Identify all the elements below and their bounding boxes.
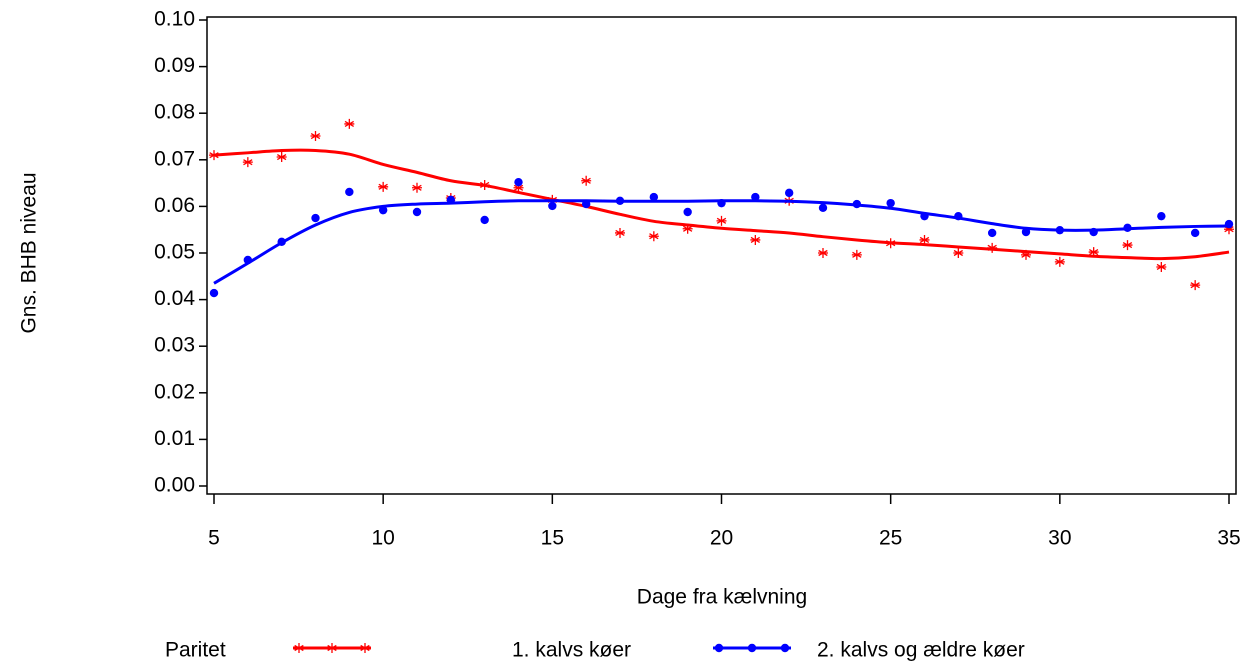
data-point [412,207,422,217]
data-point [615,196,625,206]
data-point [345,187,354,197]
data-point [885,238,896,249]
data-point [818,203,828,212]
data-point [276,152,287,163]
data-point [311,213,320,223]
data-point [1190,280,1201,291]
data-point [479,179,490,190]
fit-line [213,148,1230,261]
legend-marker [294,643,304,653]
data-point [717,198,726,208]
y-tick-label: 0.00 [154,474,195,497]
data-point [1021,249,1031,260]
data-point [615,227,625,238]
legend-label: 2. kalvs og ældre køer [817,639,1025,662]
data-point [513,182,524,193]
data-point [378,205,388,215]
data-point [344,118,355,129]
data-point [581,175,592,186]
data-point [1156,261,1167,272]
x-tick-label: 10 [371,527,394,550]
legend-marker [714,643,724,653]
y-tick-label: 0.02 [154,380,195,403]
data-point [1157,211,1166,221]
y-tick-label: 0.07 [154,147,195,170]
data-point [920,211,929,221]
data-point [919,234,930,245]
y-tick-label: 0.01 [154,427,195,450]
data-point [750,234,761,245]
x-tick-label: 20 [710,527,733,550]
data-point [277,237,286,247]
y-tick-label: 0.06 [154,194,195,217]
data-point [818,248,828,258]
data-point [412,182,422,193]
data-point [548,201,557,211]
x-tick-label: 15 [541,527,564,550]
data-point [851,249,862,260]
y-tick-label: 0.08 [154,101,195,124]
data-point [242,157,253,168]
x-tick-label: 25 [879,527,902,550]
data-point [310,131,321,142]
data-point [852,199,862,209]
data-point [682,223,693,234]
data-point [446,195,456,205]
x-tick-label: 30 [1048,527,1071,550]
y-tick-label: 0.04 [154,287,195,310]
data-point [1224,219,1234,229]
data-point [1055,225,1065,235]
data-point [1089,227,1098,237]
data-point [1190,228,1200,238]
data-point [954,211,963,221]
data-point [514,177,523,187]
legend-marker [780,643,790,653]
data-point [1122,240,1133,251]
y-axis-label: Gns. BHB niveau [18,172,41,333]
data-point [1054,256,1065,267]
fit-line [213,199,1230,285]
legend-marker [747,643,757,653]
legend-marker [327,643,337,653]
data-point [953,248,964,258]
legend-title: Paritet [165,639,226,662]
data-point [751,192,760,202]
data-point [243,255,253,265]
data-point [480,215,489,225]
data-point [683,207,692,217]
data-point [1123,223,1132,233]
data-point [716,215,727,226]
data-point [1021,227,1031,237]
data-point [987,228,997,238]
data-point [886,198,895,208]
data-point [209,288,219,298]
data-point [784,188,794,198]
x-tick-label: 35 [1217,527,1240,550]
data-point [987,242,998,253]
data-point [209,150,219,161]
legend-marker [360,643,370,653]
data-point [1088,247,1099,258]
y-tick-label: 0.10 [154,8,195,31]
data-point [649,192,659,202]
data-point [648,231,659,242]
legend-label: 1. kalvs køer [512,639,631,662]
data-point [1224,224,1234,235]
x-tick-label: 5 [208,527,220,550]
data-point [378,181,389,192]
data-point [581,199,591,209]
y-tick-label: 0.03 [154,334,195,357]
y-tick-label: 0.09 [154,54,195,77]
y-tick-label: 0.05 [154,241,195,264]
x-axis-label: Dage fra kælvning [637,586,807,609]
